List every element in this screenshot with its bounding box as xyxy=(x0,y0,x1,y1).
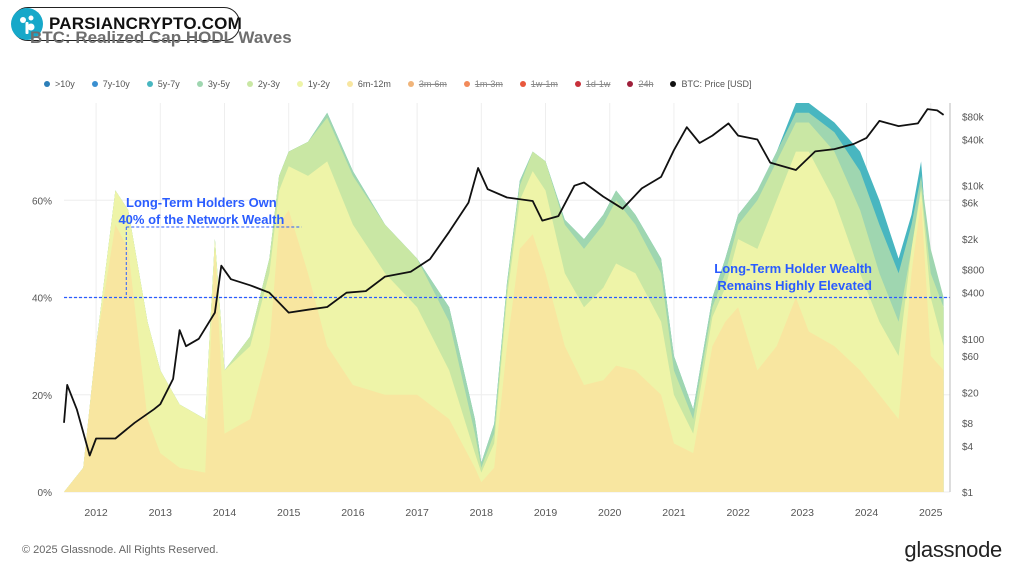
watermark-text: PARSIANCRYPTO.COM xyxy=(49,14,242,33)
legend-marker xyxy=(574,81,581,87)
x-tick-label: 2015 xyxy=(277,507,301,519)
legend-label: 7y-10y xyxy=(102,79,130,89)
y-left-tick-label: 60% xyxy=(32,196,52,207)
chart-title: BTC: Realized Cap HODL Waves xyxy=(30,28,292,47)
legend-label: 24h xyxy=(638,79,654,89)
chart-legend: >10y 7y-10y 5y-7y 3y-5y 2y-3y 1y-2y 6m-12m 3m-6… xyxy=(44,79,768,89)
legend-label: 1y-2y xyxy=(307,79,330,89)
x-tick-label: 2013 xyxy=(149,507,173,519)
y-right-tick-label: $60 xyxy=(962,352,979,363)
legend-item[interactable]: 1w-1m xyxy=(519,79,558,89)
legend-marker xyxy=(627,81,634,87)
legend-marker xyxy=(91,81,98,87)
legend-label: 3y-5y xyxy=(207,79,230,89)
x-tick-label: 2024 xyxy=(855,507,879,519)
y-right-tick-label: $6k xyxy=(962,199,979,210)
legend-item[interactable]: BTC: Price [USD] xyxy=(670,79,751,89)
y-right-tick-label: $80k xyxy=(962,112,985,123)
legend-item[interactable]: 24h xyxy=(627,79,653,89)
x-tick-label: 2023 xyxy=(791,507,815,519)
legend-marker xyxy=(196,81,203,87)
x-tick-label: 2014 xyxy=(213,507,237,519)
x-tick-label: 2022 xyxy=(726,507,750,519)
legend-marker xyxy=(407,81,414,87)
annotation-lth-elevated: Remains Highly Elevated xyxy=(717,278,872,293)
x-tick-label: 2018 xyxy=(470,507,494,519)
legend-label: 1w-1m xyxy=(530,79,558,89)
legend-label: BTC: Price [USD] xyxy=(681,79,752,89)
x-tick-label: 2020 xyxy=(598,507,622,519)
legend-marker xyxy=(296,81,303,87)
logo-mark-icon xyxy=(11,8,43,40)
legend-label: 3m-6m xyxy=(418,79,447,89)
legend-item[interactable]: 1m-3m xyxy=(463,79,503,89)
y-right-tick-label: $8 xyxy=(962,419,974,430)
y-left-tick-label: 20% xyxy=(32,391,52,402)
legend-item[interactable]: >10y xyxy=(44,79,75,89)
logo-glyph xyxy=(12,9,42,39)
x-tick-label: 2012 xyxy=(84,507,108,519)
legend-marker xyxy=(519,81,526,87)
y-left-tick-label: 40% xyxy=(32,294,52,305)
legend-label: 6m-12m xyxy=(357,79,391,89)
annotation-lth-40pct: 40% of the Network Wealth xyxy=(118,212,284,227)
y-right-tick-label: $10k xyxy=(962,182,985,193)
y-right-tick-label: $100 xyxy=(962,335,985,346)
copyright-text: © 2025 Glassnode. All Rights Reserved. xyxy=(22,544,219,556)
legend-marker xyxy=(146,81,153,87)
watermark-logo: PARSIANCRYPTO.COM xyxy=(11,7,242,41)
legend-item[interactable]: 1y-2y xyxy=(296,79,330,89)
y-right-tick-label: $40k xyxy=(962,136,985,147)
legend-label: 1d-1w xyxy=(585,79,611,89)
annotation-lth-elevated: Long-Term Holder Wealth xyxy=(714,261,872,276)
y-left-tick-label: 0% xyxy=(38,488,53,499)
legend-marker xyxy=(246,81,253,87)
band-6m12m xyxy=(64,200,944,493)
y-right-tick-label: $20 xyxy=(962,388,979,399)
y-right-tick-label: $800 xyxy=(962,266,985,277)
legend-marker xyxy=(463,81,470,87)
legend-item[interactable]: 3m-6m xyxy=(407,79,447,89)
legend-marker xyxy=(346,81,353,87)
legend-item[interactable]: 2y-3y xyxy=(246,79,280,89)
legend-item[interactable]: 7y-10y xyxy=(91,79,130,89)
legend-marker xyxy=(670,81,677,87)
x-tick-label: 2019 xyxy=(534,507,558,519)
legend-label: >10y xyxy=(55,79,75,89)
annotation-lth-40pct: Long-Term Holders Own xyxy=(126,195,277,210)
x-tick-label: 2016 xyxy=(341,507,365,519)
legend-item[interactable]: 5y-7y xyxy=(146,79,180,89)
legend-item[interactable]: 1d-1w xyxy=(574,79,611,89)
y-right-tick-label: $400 xyxy=(962,289,985,300)
x-tick-label: 2025 xyxy=(919,507,943,519)
btc-price-line xyxy=(63,108,945,457)
y-right-tick-label: $1 xyxy=(962,488,974,499)
x-tick-label: 2021 xyxy=(662,507,686,519)
y-right-tick-label: $4 xyxy=(962,442,974,453)
x-tick-label: 2017 xyxy=(405,507,429,519)
legend-item[interactable]: 6m-12m xyxy=(346,79,391,89)
legend-item[interactable]: 3y-5y xyxy=(196,79,230,89)
legend-label: 2y-3y xyxy=(257,79,280,89)
legend-marker xyxy=(44,81,50,87)
legend-label: 1m-3m xyxy=(474,79,503,89)
legend-label: 5y-7y xyxy=(157,79,180,89)
y-right-tick-label: $2k xyxy=(962,235,979,246)
brand-logo: glassnode xyxy=(904,537,1002,562)
